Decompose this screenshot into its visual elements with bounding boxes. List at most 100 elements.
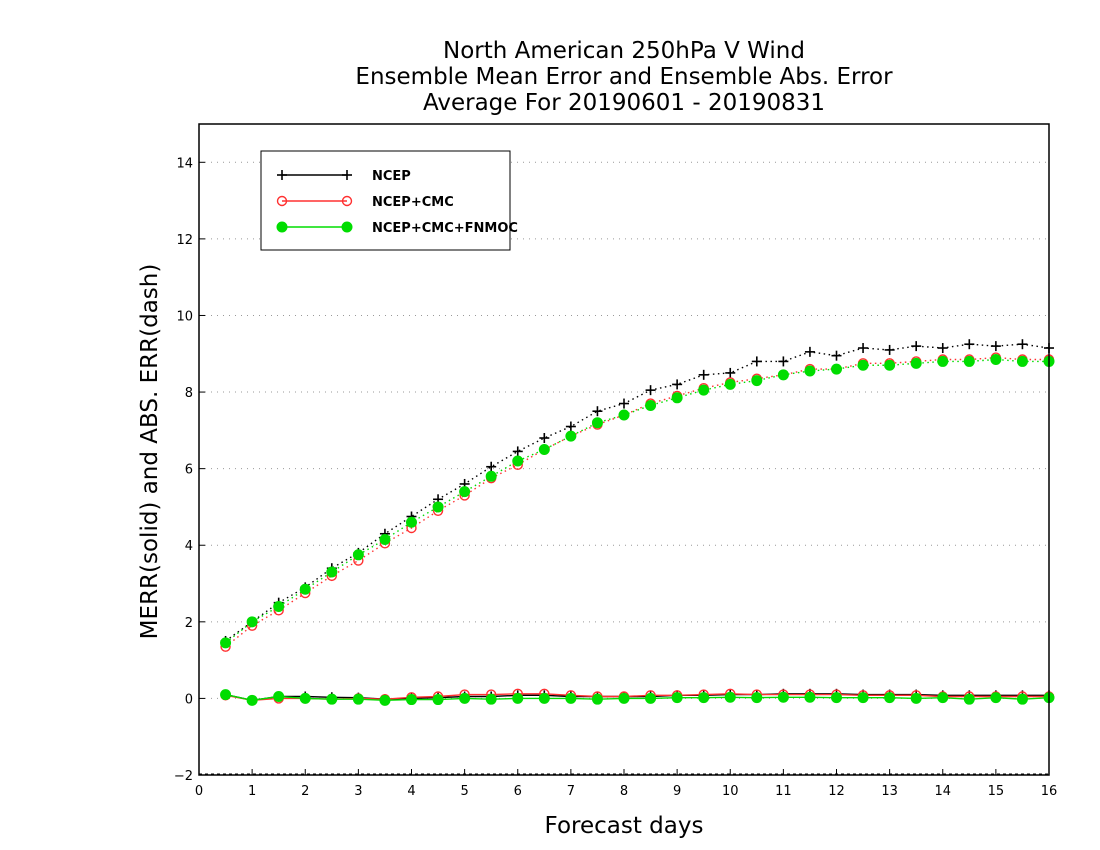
abs-error-point — [751, 375, 763, 387]
x-tick-label: 7 — [567, 784, 575, 799]
mean-error-point — [751, 692, 763, 704]
mean-error-point — [645, 692, 657, 704]
abs-error-point — [645, 385, 656, 396]
legend-entry: NCEP+CMC+FNMOC — [276, 221, 518, 236]
abs-error-point — [406, 516, 417, 528]
abs-error-point — [964, 339, 975, 350]
title-line: North American 250hPa V Wind — [443, 38, 805, 64]
abs-error-point — [512, 446, 523, 457]
title-line: Average For 20190601 - 20190831 — [423, 90, 825, 116]
y-tick-label: 8 — [185, 386, 193, 401]
abs-error-point — [618, 409, 630, 421]
y-tick-label: 12 — [176, 233, 193, 248]
abs-error-point — [326, 566, 338, 578]
abs-error-point — [990, 354, 1002, 366]
legend-marker — [277, 170, 287, 180]
x-tick-label: 11 — [775, 784, 792, 799]
series-ncep — [220, 339, 1054, 706]
x-tick-label: 10 — [722, 784, 739, 799]
series-ncep-cmc — [220, 352, 1055, 706]
mean-error-point — [379, 694, 391, 706]
x-tick-label: 6 — [514, 784, 522, 799]
abs-error-point — [512, 455, 524, 467]
abs-error-point — [379, 533, 391, 545]
mean-error-point — [485, 693, 497, 705]
mean-error-point — [246, 694, 258, 706]
x-tick-label: 16 — [1041, 784, 1058, 799]
mean-error-point — [910, 692, 922, 704]
abs-error-point — [777, 369, 789, 381]
x-tick-label: 13 — [881, 784, 898, 799]
abs-error-point — [937, 343, 948, 354]
y-tick-label: −2 — [174, 769, 193, 784]
x-tick-label: 5 — [460, 784, 468, 799]
abs-error-point — [1017, 339, 1028, 350]
y-axis-label: MERR(solid) and ABS. ERR(dash) — [137, 264, 163, 640]
mean-error-point — [326, 693, 338, 705]
abs-error-point — [990, 341, 1001, 352]
x-tick-label: 8 — [620, 784, 628, 799]
abs-error-point — [539, 433, 550, 444]
mean-error-point — [884, 692, 896, 704]
y-tick-label: 14 — [176, 156, 193, 171]
legend-entry: NCEP+CMC — [276, 195, 454, 210]
abs-error-point — [246, 616, 258, 628]
abs-error-point — [592, 406, 603, 417]
mean-error-point — [538, 692, 550, 704]
abs-error-point — [884, 344, 895, 355]
mean-error-point — [352, 693, 364, 705]
abs-error-point — [963, 355, 975, 367]
mean-error-point — [299, 692, 311, 704]
abs-error-point — [273, 601, 285, 613]
abs-error-point — [459, 486, 471, 498]
abs-error-point — [672, 379, 683, 390]
mean-error-point — [777, 691, 789, 703]
abs-error-point — [804, 365, 816, 377]
abs-error-point — [671, 392, 683, 404]
mean-error-point — [565, 692, 577, 704]
x-tick-label: 9 — [673, 784, 681, 799]
x-tick-label: 0 — [195, 784, 203, 799]
mean-error-point — [406, 694, 417, 706]
abs-error-point — [937, 355, 949, 367]
abs-error-point — [831, 350, 842, 361]
legend: NCEP NCEP+CMC NCEP+CMC+FNMOC — [260, 150, 518, 251]
abs-error-line — [225, 343, 1050, 642]
x-tick-label: 1 — [248, 784, 256, 799]
abs-error-point — [884, 359, 896, 371]
legend-label: NCEP+CMC+FNMOC — [372, 221, 518, 236]
abs-error-point — [725, 367, 736, 378]
y-tick-label: 0 — [185, 692, 193, 707]
legend-marker — [276, 221, 288, 233]
abs-error-point — [857, 359, 869, 371]
abs-error-point — [486, 461, 497, 472]
legend-marker — [341, 221, 353, 233]
mean-error-point — [273, 690, 285, 702]
series-ncep-cmc-fnmoc — [220, 354, 1055, 706]
legend-entry: NCEP — [277, 169, 411, 184]
abs-error-point — [299, 583, 311, 595]
abs-error-line — [225, 358, 1049, 644]
abs-error-point — [910, 357, 922, 369]
mean-error-point — [220, 689, 232, 701]
abs-error-point — [698, 384, 710, 396]
mean-error-point — [804, 691, 816, 703]
mean-error-point — [618, 692, 630, 704]
x-tick-label: 4 — [407, 784, 415, 799]
abs-error-point — [591, 417, 603, 429]
y-tick-label: 4 — [185, 539, 193, 554]
abs-error-point — [724, 378, 736, 390]
abs-error-point — [1016, 355, 1028, 367]
grid-lines — [199, 161, 1049, 775]
mean-error-point — [459, 692, 471, 704]
mean-error-point — [724, 691, 736, 703]
x-tick-label: 2 — [301, 784, 309, 799]
abs-error-point — [911, 341, 922, 352]
abs-error-point — [220, 637, 232, 649]
y-tick-label: 6 — [185, 463, 193, 478]
x-axis-label: Forecast days — [545, 813, 704, 839]
abs-error-point — [645, 399, 657, 411]
abs-error-point — [831, 363, 842, 375]
mean-error-point — [857, 692, 869, 704]
